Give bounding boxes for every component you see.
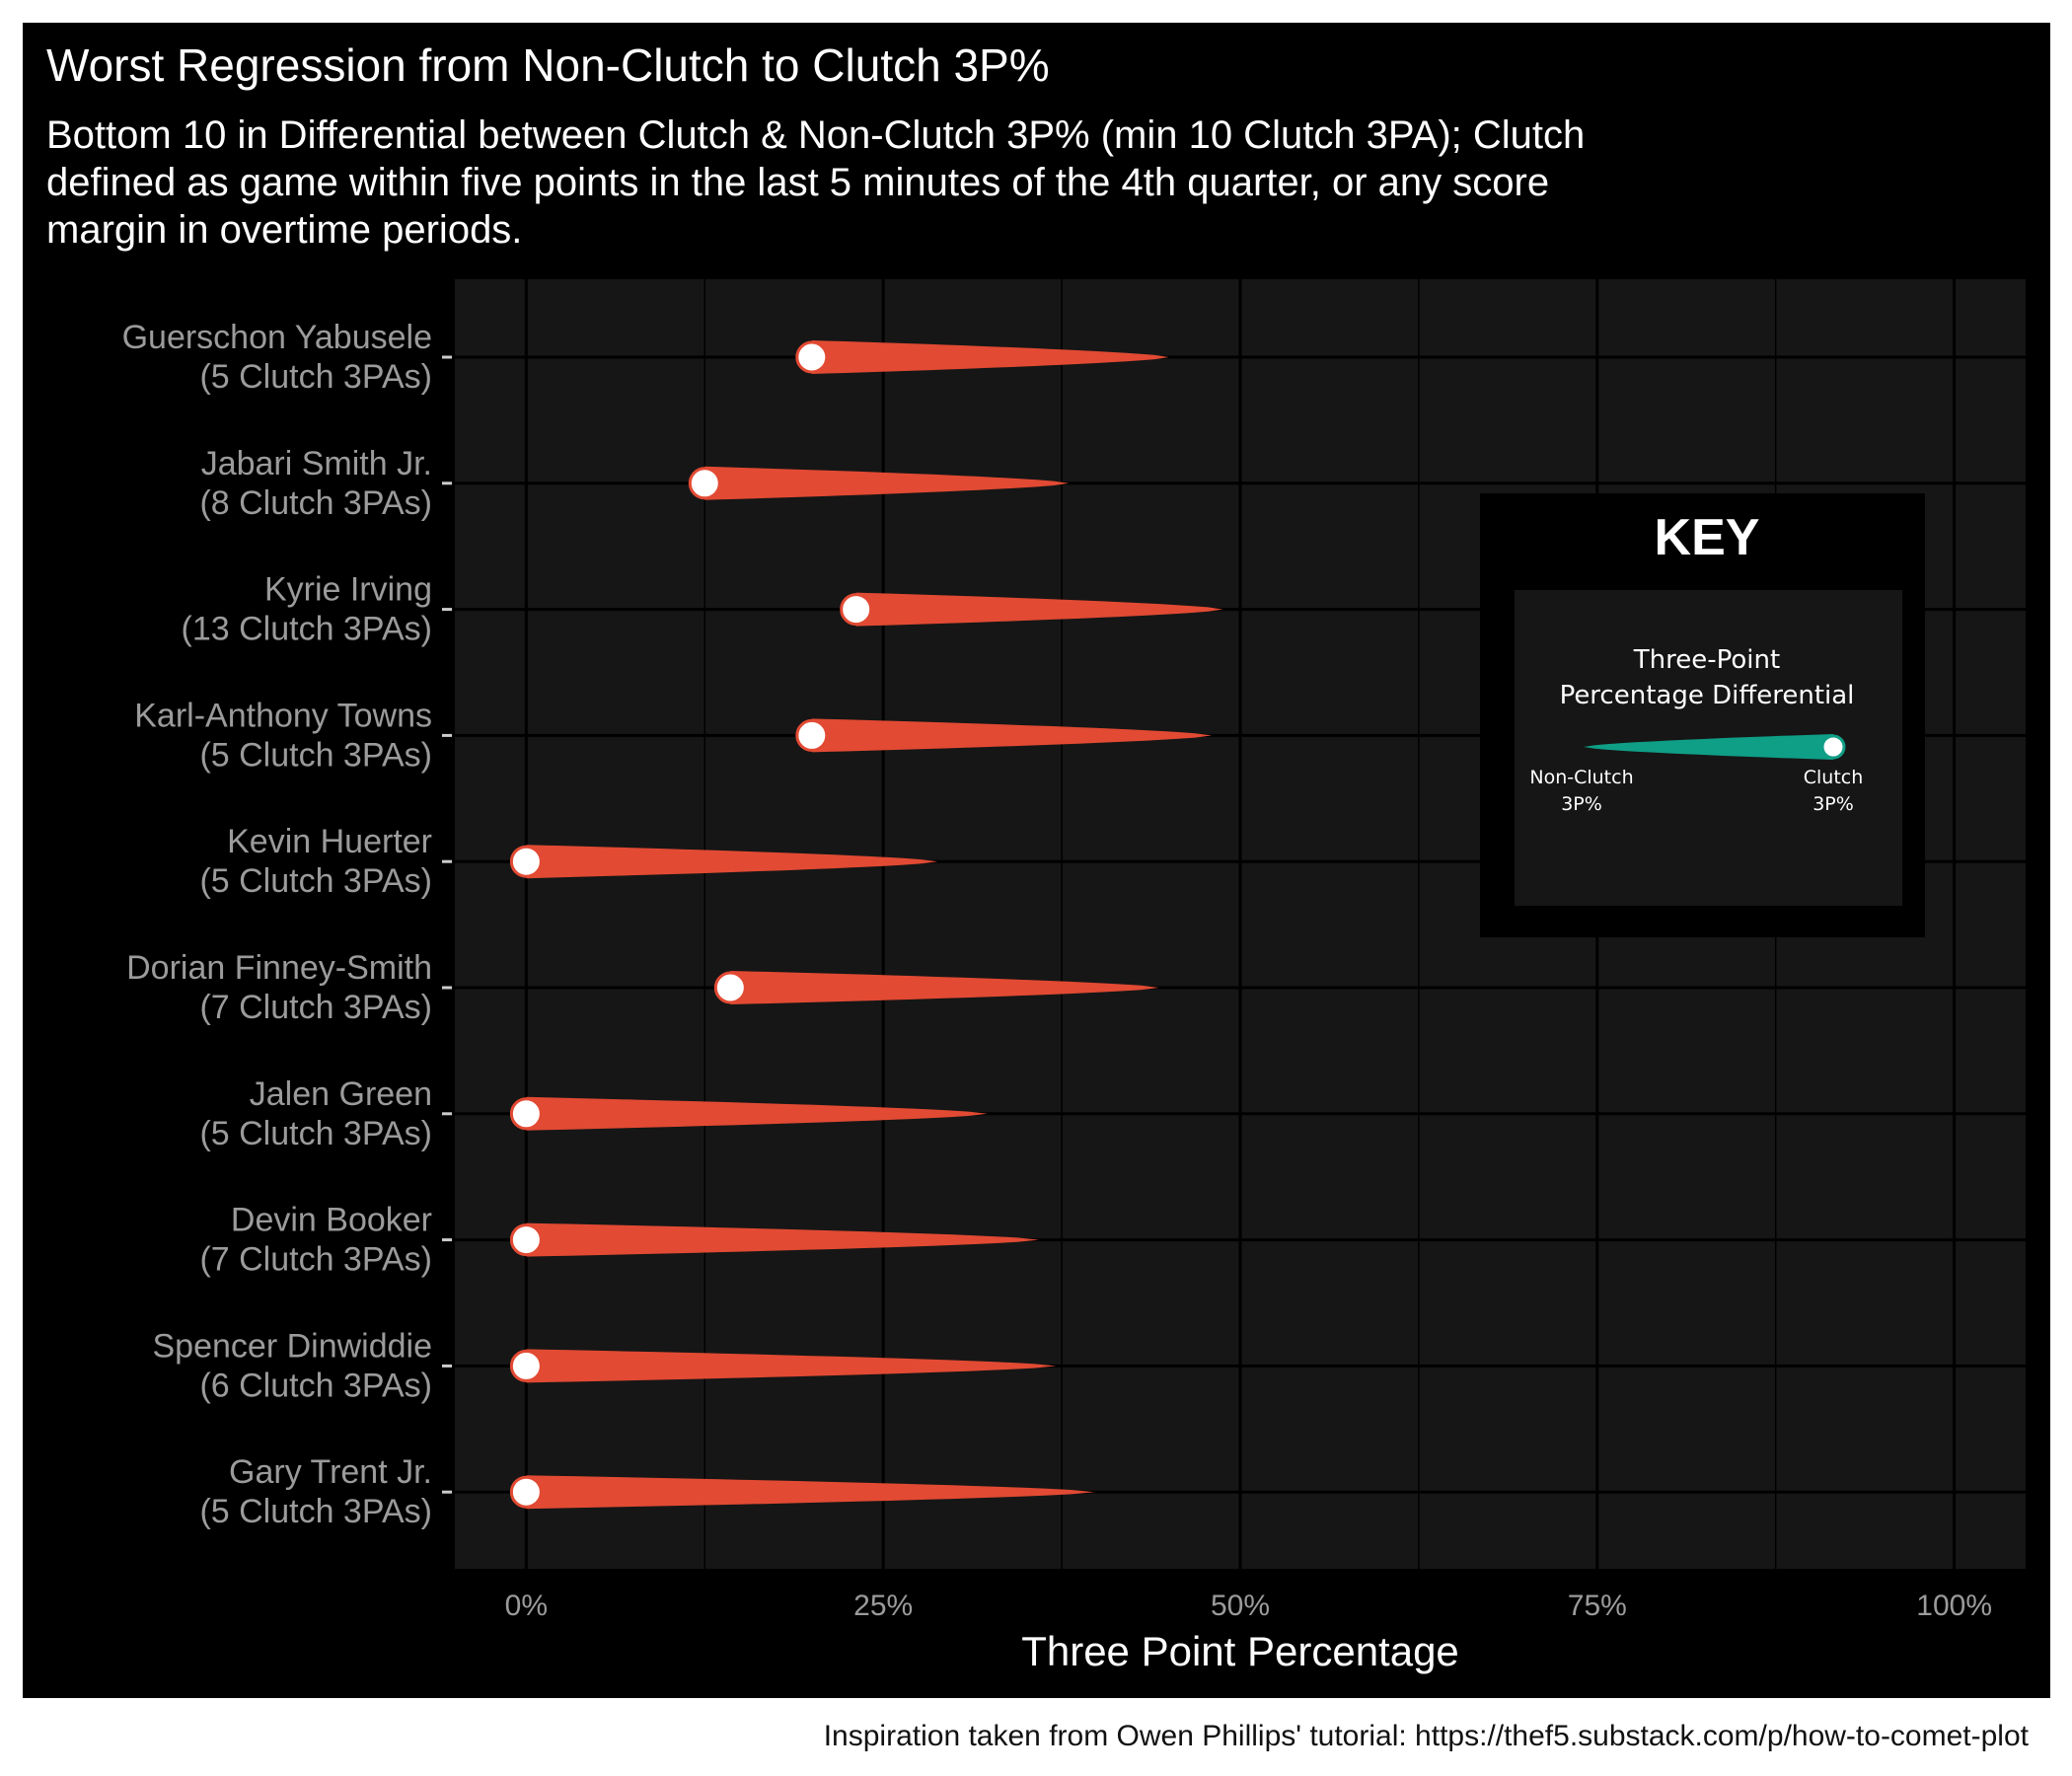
key-comet-tail xyxy=(1584,734,1833,760)
y-tick-label-player: Kyrie Irving xyxy=(264,571,432,609)
x-tick-label: 50% xyxy=(1211,1590,1270,1622)
key-left-label-line-1: Non-Clutch xyxy=(1529,767,1633,788)
comet-tail xyxy=(730,971,1159,1004)
key-left-label-line-2: 3P% xyxy=(1561,793,1602,815)
chart-title: Worst Regression from Non-Clutch to Clut… xyxy=(46,39,1050,91)
x-tick-label: 100% xyxy=(1916,1590,1992,1622)
y-tick-label-player: Gary Trent Jr. xyxy=(229,1453,432,1491)
clutch-point xyxy=(713,971,747,1004)
key-comet xyxy=(1584,734,1846,760)
clutch-point xyxy=(795,340,829,374)
comet-tail xyxy=(526,845,938,879)
chart-subtitle-line-2: defined as game within five points in th… xyxy=(46,161,1549,204)
y-axis-ticks xyxy=(442,355,452,1494)
y-tick-label-attempts: (5 Clutch 3PAs) xyxy=(199,358,432,396)
y-tick-label-player: Kevin Huerter xyxy=(227,823,432,860)
key-label-line-1: Three-Point xyxy=(1633,645,1780,675)
comet-tail xyxy=(811,340,1169,374)
key-title: KEY xyxy=(1655,509,1760,566)
key-clutch-point xyxy=(1820,734,1846,760)
x-tick-label: 0% xyxy=(505,1590,548,1622)
y-tick-label-player: Devin Booker xyxy=(231,1202,432,1239)
y-tick-label-attempts: (5 Clutch 3PAs) xyxy=(199,862,432,900)
y-tick-label-player: Spencer Dinwiddie xyxy=(153,1327,433,1365)
key-right-label-line-2: 3P% xyxy=(1813,793,1854,815)
comet-tail xyxy=(704,466,1070,500)
clutch-point xyxy=(509,1223,543,1257)
y-tick-label-attempts: (7 Clutch 3PAs) xyxy=(199,989,432,1026)
key-right-label-line-1: Clutch xyxy=(1804,767,1864,788)
comet-tail xyxy=(526,1096,988,1131)
key-label-line-2: Percentage Differential xyxy=(1560,681,1855,710)
comet-tail xyxy=(526,1475,1095,1510)
comet-tail xyxy=(855,592,1223,627)
comet-tail xyxy=(811,718,1213,753)
comets xyxy=(509,340,1223,1510)
clutch-point xyxy=(688,467,721,500)
y-tick-label-player: Dorian Finney-Smith xyxy=(126,949,432,987)
y-tick-label-attempts: (7 Clutch 3PAs) xyxy=(199,1241,432,1279)
comet-tail xyxy=(526,1349,1057,1383)
y-tick-label-attempts: (6 Clutch 3PAs) xyxy=(199,1367,432,1404)
clutch-point xyxy=(795,718,829,752)
y-tick-label-attempts: (8 Clutch 3PAs) xyxy=(199,484,432,522)
y-tick-label-attempts: (13 Clutch 3PAs) xyxy=(182,611,432,648)
clutch-point xyxy=(509,1097,543,1131)
y-tick-label-player: Jalen Green xyxy=(250,1075,432,1113)
y-tick-label-player: Karl-Anthony Towns xyxy=(134,697,432,734)
comet-tail xyxy=(526,1222,1039,1257)
y-tick-label-attempts: (5 Clutch 3PAs) xyxy=(199,1115,432,1152)
clutch-point xyxy=(509,1475,543,1509)
x-axis-title: Three Point Percentage xyxy=(1021,1628,1459,1674)
x-axis-tick-labels: 0% 25% 50% 75% 100% xyxy=(505,1590,1992,1622)
y-axis-labels: Guerschon Yabusele(5 Clutch 3PAs)Jabari … xyxy=(122,319,432,1530)
chart-subtitle-line-1: Bottom 10 in Differential between Clutch… xyxy=(46,113,1585,157)
y-tick-label-attempts: (5 Clutch 3PAs) xyxy=(199,1493,432,1530)
clutch-point xyxy=(509,1349,543,1382)
x-tick-label: 25% xyxy=(853,1590,913,1622)
y-tick-label-attempts: (5 Clutch 3PAs) xyxy=(199,736,432,774)
chart-subtitle-line-3: margin in overtime periods. xyxy=(46,208,522,252)
y-tick-label-player: Guerschon Yabusele xyxy=(122,319,432,356)
key-legend: KEY Three-Point Percentage Differential … xyxy=(1480,493,1925,937)
clutch-point xyxy=(840,593,873,627)
clutch-point xyxy=(509,845,543,878)
x-tick-label: 75% xyxy=(1568,1590,1627,1622)
y-tick-label-player: Jabari Smith Jr. xyxy=(201,445,432,482)
caption: Inspiration taken from Owen Phillips' tu… xyxy=(824,1720,2030,1752)
